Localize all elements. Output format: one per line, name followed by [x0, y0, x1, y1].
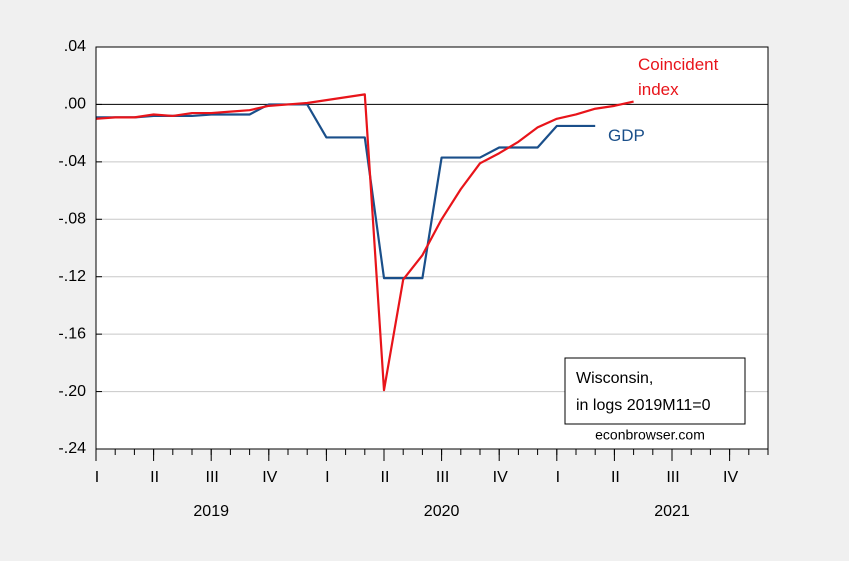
y-tick-label: -.04: [58, 153, 86, 170]
note: Wisconsin,: [576, 370, 653, 387]
x-tick-label: II: [611, 469, 620, 486]
year-label: 2021: [654, 503, 690, 520]
y-tick-label: .00: [64, 96, 86, 113]
x-tick-label: I: [325, 469, 329, 486]
y-tick-label: -.16: [58, 325, 86, 342]
year-label: 2019: [193, 503, 229, 520]
note-box: [564, 357, 746, 425]
series-line: [95, 93, 634, 392]
source: econbrowser.com: [595, 427, 705, 443]
x-tick-label: III: [206, 469, 219, 486]
y-tick-label: -.24: [58, 440, 86, 457]
y-tick-label: -.20: [58, 383, 86, 400]
y-tick-label: .04: [64, 38, 86, 55]
y-tick-label: -.08: [58, 211, 86, 228]
plot-border: [95, 46, 769, 450]
year-label: 2020: [424, 503, 460, 520]
x-tick-label: II: [150, 469, 159, 486]
note: in logs 2019M11=0: [576, 397, 711, 414]
lines: [95, 93, 634, 392]
y-tick-label: -.12: [58, 268, 86, 285]
x-tick-label: IV: [493, 469, 508, 486]
x-tick-label: I: [556, 469, 560, 486]
x-tick-label: I: [95, 469, 99, 486]
series-label: Coincident index: [638, 55, 719, 99]
axes: .04.00-.04-.08-.12-.16-.20-.24I II III IV I I…: [58, 38, 769, 520]
x-tick-label: II: [381, 469, 390, 486]
x-tick-label: III: [436, 469, 449, 486]
x-tick-label: III: [666, 469, 679, 486]
series-label: GDP: [608, 126, 645, 145]
x-tick-label: IV: [723, 469, 738, 486]
x-tick-label: IV: [262, 469, 277, 486]
